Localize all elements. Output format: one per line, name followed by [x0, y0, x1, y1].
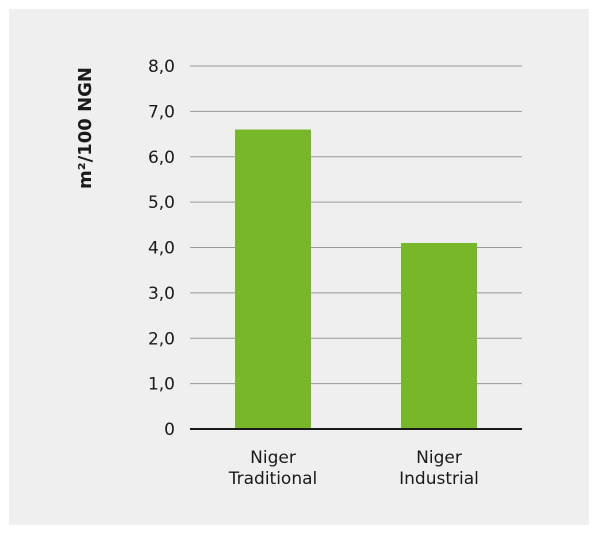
x-category-label: Niger Industrial: [399, 448, 479, 489]
bars: [235, 129, 477, 429]
y-tick-label: 5,0: [148, 193, 175, 213]
y-tick-label: 1,0: [148, 375, 175, 395]
y-tick-label: 8,0: [148, 57, 175, 77]
y-tick-label: 2,0: [148, 329, 175, 349]
y-tick-label: 0: [164, 420, 175, 440]
category-label-line: Niger: [416, 448, 462, 468]
y-tick-label: 4,0: [148, 239, 175, 259]
y-tick-label: 7,0: [148, 102, 175, 122]
x-category-label: Niger Traditional: [228, 448, 318, 489]
y-tick-label: 6,0: [148, 148, 175, 168]
y-tick-label: 3,0: [148, 284, 175, 304]
bar: [235, 129, 311, 429]
category-label-line: Niger: [250, 448, 296, 468]
category-label-line: Traditional: [228, 469, 318, 489]
y-axis-title: m²/100 NGN: [75, 67, 96, 189]
y-tick-labels: 0 1,0 2,0 3,0 4,0 5,0 6,0 7,0 8,0: [148, 57, 175, 440]
category-label-line: Industrial: [399, 469, 479, 489]
bar: [401, 242, 477, 429]
